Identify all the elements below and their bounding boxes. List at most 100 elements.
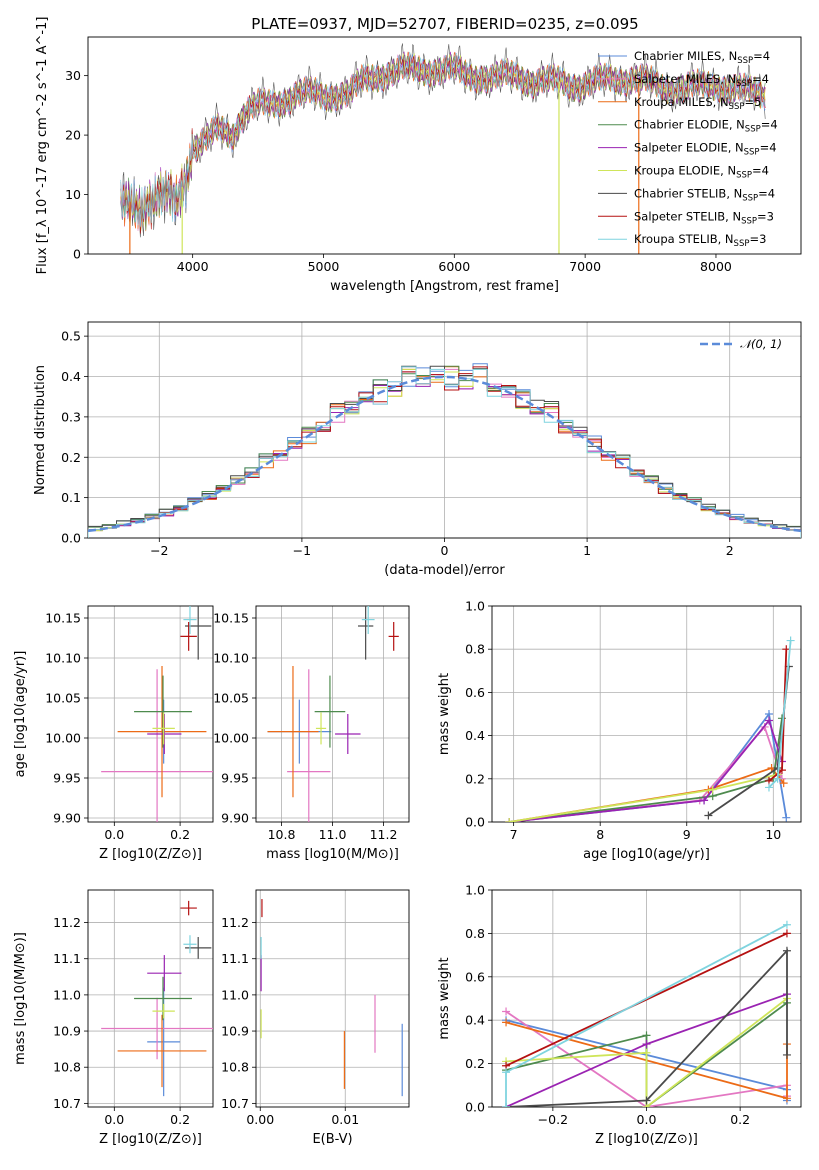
y-axis-label: age [log10(age/yr)] — [13, 651, 28, 778]
x-tick-label: 6000 — [438, 259, 470, 274]
weight-marker-kroupa_stelib — [782, 920, 791, 929]
x-axis-label: (data-model)/error — [384, 563, 505, 578]
y-tick-label: 0.2 — [61, 450, 81, 465]
plot-area — [502, 920, 791, 1107]
y-tick-label: 10.9 — [221, 1024, 249, 1039]
weight-line-salpeter_elodie — [509, 718, 783, 822]
weight-marker-chabrier_stelib — [782, 1050, 791, 1059]
weight-marker-salpeter_elodie — [764, 716, 773, 725]
x-tick-label: −0.2 — [538, 1112, 568, 1127]
x-tick-label: 7000 — [569, 259, 601, 274]
y-tick-label: 11.0 — [53, 987, 81, 1002]
weight-marker-salpeter_elodie — [642, 1040, 651, 1049]
x-tick-label: 11.0 — [319, 827, 347, 842]
y-tick-label: 11.2 — [53, 915, 81, 930]
x-axis-label: age [log10(age/yr)] — [583, 847, 710, 862]
weight-marker-salpeter_elodie — [700, 796, 709, 805]
weight-marker-kroupa_stelib — [764, 783, 773, 792]
legend-entry: Chabrier MILES, NSSP=4 — [634, 49, 770, 66]
legend: 𝒩(0, 1) — [700, 337, 782, 351]
axes-frame — [491, 605, 802, 823]
y-tick-label: 10 — [65, 187, 81, 202]
y-tick-label: 0 — [73, 247, 81, 262]
weight-marker-kroupa_miles — [782, 1094, 791, 1103]
legend-entry: Salpeter MILES, NSSP=4 — [634, 72, 769, 89]
x-tick-label: 7 — [510, 827, 518, 842]
y-tick-label: 0.8 — [465, 926, 485, 941]
spectrum-line-kroupa_stelib — [120, 51, 766, 227]
axes-frame — [87, 36, 802, 255]
residual-histogram-panel: −2 −1 0 1 2 0.0 0.1 0.2 0.3 0.4 0.5 (data-model)/er… — [33, 321, 802, 578]
x-axis-label: Z [log10(Z/Z⊙)] — [595, 1132, 698, 1147]
y-tick-label: 0.5 — [61, 329, 81, 344]
y-tick-label: 0.4 — [61, 369, 81, 384]
y-tick-label: 10.15 — [45, 611, 81, 626]
legend-entry: 𝒩(0, 1) — [740, 337, 782, 351]
x-tick-label: 0.0 — [104, 1112, 124, 1127]
weight-marker-salpeter_miles — [502, 1007, 511, 1016]
weight-line-kroupa_elodie — [509, 773, 778, 822]
weight-marker-kroupa_stelib — [786, 636, 795, 645]
y-tick-label: 10.10 — [213, 651, 249, 666]
y-tick-label: 0.1 — [61, 490, 81, 505]
figure-title: PLATE=0937, MJD=52707, FIBERID=0235, z=0… — [251, 15, 638, 33]
x-tick-label: 0.0 — [104, 827, 124, 842]
x-tick-label: 9 — [683, 827, 691, 842]
y-tick-label: 0.4 — [465, 728, 485, 743]
weight-marker-kroupa_stelib — [502, 1103, 511, 1107]
y-axis-label: mass weight — [437, 957, 452, 1039]
x-axis-label: Z [log10(Z/Z⊙)] — [99, 847, 202, 862]
legend-entry: Chabrier ELODIE, NSSP=4 — [634, 118, 778, 135]
weight-marker-kroupa_miles — [502, 1018, 511, 1027]
x-tick-label: 0.01 — [331, 1112, 359, 1127]
age-vs-metallicity-panel: 0.0 0.2 9.90 9.95 10.00 10.05 10.10 10.15 Z [log… — [13, 605, 214, 862]
y-tick-label: 10.00 — [213, 731, 249, 746]
x-tick-label: 10 — [765, 827, 781, 842]
weight-line-kroupa_miles — [509, 766, 785, 822]
y-tick-label: 11.2 — [221, 915, 249, 930]
mass-vs-metallicity-panel: 0.0 0.2 10.7 10.8 10.9 11.0 11.1 11.2 Z [log10(Z… — [13, 889, 214, 1147]
weight-marker-chabrier_elodie — [642, 1031, 651, 1040]
legend-entry: Kroupa STELIB, NSSP=3 — [634, 232, 766, 249]
y-tick-label: 0.2 — [465, 771, 485, 786]
weight-line-salpeter_stelib — [505, 932, 788, 1067]
weight-vs-age-panel: 7 8 9 10 0.0 0.2 0.4 0.6 0.8 1.0 age [log10(age/yr… — [437, 599, 802, 862]
plot-area — [505, 636, 795, 822]
x-tick-label: 0.00 — [246, 1112, 274, 1127]
axes-frame — [87, 605, 214, 823]
x-tick-label: −2 — [150, 543, 168, 558]
x-axis-label: mass [log10(M/M⊙)] — [266, 847, 399, 862]
y-tick-label: 9.90 — [53, 811, 81, 826]
y-tick-label: 0.2 — [465, 1056, 485, 1071]
spectrum-line-salpeter_stelib — [120, 54, 766, 234]
x-tick-label: 0.2 — [170, 1112, 190, 1127]
plot-area — [88, 363, 801, 538]
mass-vs-ebv-panel: 0.00 0.01 10.7 10.8 10.9 11.0 11.1 11.2 E(B-V) — [221, 889, 410, 1147]
legend-entry: Salpeter STELIB, NSSP=3 — [634, 209, 774, 226]
y-tick-label: 10.7 — [53, 1096, 81, 1111]
plot-area — [267, 606, 399, 822]
y-tick-label: 0.0 — [465, 1100, 485, 1115]
x-tick-label: 0 — [441, 543, 449, 558]
y-tick-label: 10.15 — [213, 611, 249, 626]
x-tick-label: 10.8 — [268, 827, 296, 842]
legend-entry: Chabrier STELIB, NSSP=4 — [634, 186, 775, 203]
spectrum-panel: 4000 5000 6000 7000 8000 0 10 20 30 wavelength [A… — [35, 17, 802, 294]
y-tick-label: 10.7 — [221, 1096, 249, 1111]
x-tick-label: 11.2 — [370, 827, 398, 842]
weight-marker-chabrier_stelib — [704, 811, 713, 820]
x-tick-label: 5000 — [308, 259, 340, 274]
plot-area — [101, 900, 213, 1097]
weight-marker-kroupa_miles — [779, 779, 788, 788]
legend-entry: Salpeter ELODIE, NSSP=4 — [634, 141, 777, 158]
y-tick-label: 9.95 — [221, 771, 249, 786]
y-tick-label: 9.90 — [221, 811, 249, 826]
y-tick-label: 30 — [65, 68, 81, 83]
y-tick-label: 1.0 — [465, 883, 485, 898]
spectrum-line-kroupa_miles — [120, 51, 766, 232]
y-tick-label: 0.3 — [61, 409, 81, 424]
x-tick-label: 0.0 — [637, 1112, 657, 1127]
plot-area — [101, 606, 213, 822]
axes-frame — [255, 889, 410, 1108]
y-tick-label: 1.0 — [465, 599, 485, 614]
